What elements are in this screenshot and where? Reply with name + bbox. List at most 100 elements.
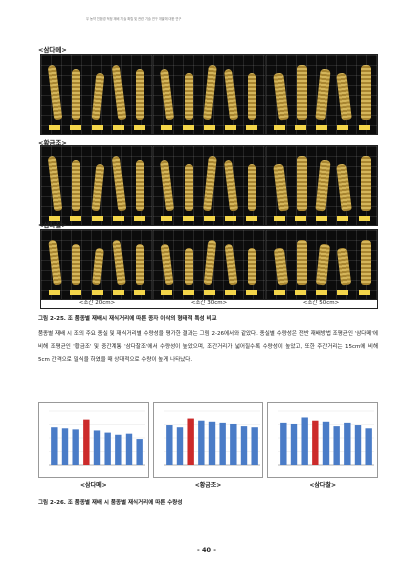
bar-chart bbox=[267, 402, 379, 478]
sample-tag bbox=[316, 125, 328, 130]
millet-ear-image bbox=[360, 240, 371, 285]
bar bbox=[219, 422, 226, 465]
bar bbox=[61, 428, 69, 465]
figure-caption-2: 그림 2-26. 조 품종별 재배 시 품종별 재식거리에 따른 수량성 bbox=[38, 500, 183, 506]
sample-tag bbox=[91, 216, 103, 221]
millet-ear-image bbox=[184, 73, 193, 120]
photo-panel bbox=[265, 230, 377, 299]
sample-tag bbox=[161, 216, 173, 221]
millet-ear-image bbox=[248, 73, 257, 120]
sample-tag bbox=[112, 216, 124, 221]
section-label-1: <삼다메> bbox=[38, 46, 67, 54]
chart-label: <황금조> bbox=[194, 482, 222, 489]
bar bbox=[165, 425, 173, 465]
sample-tag bbox=[225, 125, 237, 130]
sample-tag bbox=[316, 216, 328, 221]
scale-label: <조간 20cm> bbox=[78, 300, 116, 306]
photo-panel bbox=[265, 55, 377, 134]
sample-tag bbox=[70, 216, 82, 221]
section-label-3: <삼다찰> bbox=[38, 221, 67, 229]
millet-ear-image bbox=[296, 65, 307, 120]
sample-tag bbox=[91, 125, 103, 130]
bar bbox=[229, 423, 237, 465]
sample-tag bbox=[203, 290, 215, 295]
bar bbox=[125, 433, 133, 465]
sample-tag bbox=[182, 125, 194, 130]
sample-tag bbox=[49, 125, 60, 130]
sample-tag bbox=[246, 125, 258, 130]
bar bbox=[312, 420, 319, 465]
scale-label: <조간 50cm> bbox=[302, 300, 340, 306]
sample-tag bbox=[337, 125, 349, 130]
sample-tag bbox=[134, 125, 145, 130]
photo-row-2 bbox=[40, 145, 378, 226]
bar bbox=[323, 421, 330, 465]
sample-tag bbox=[294, 216, 306, 221]
figure-caption-1: 그림 2-25. 조 품종별 재배시 재식거리에 따른 종자 이삭의 형태적 특… bbox=[38, 316, 217, 322]
body-paragraph: 품종별 재배 시 조의 주요 종실 및 재식거리별 수량성을 평가한 결과는 그… bbox=[38, 331, 378, 363]
sample-tag bbox=[294, 290, 306, 295]
sample-tag bbox=[294, 125, 306, 130]
sample-tag bbox=[337, 216, 349, 221]
bar bbox=[72, 429, 79, 465]
sample-tag bbox=[203, 125, 215, 130]
bar bbox=[136, 439, 143, 465]
millet-ear-image bbox=[360, 156, 371, 211]
sample-tag bbox=[358, 125, 370, 130]
bar bbox=[251, 427, 258, 465]
scale-label: <조간 30cm> bbox=[190, 300, 228, 306]
bar bbox=[93, 430, 101, 465]
millet-ear-image bbox=[72, 69, 81, 120]
bar bbox=[197, 420, 205, 465]
sample-tag bbox=[337, 290, 349, 295]
photo-panel bbox=[41, 146, 154, 225]
bar bbox=[187, 418, 194, 465]
bar bbox=[280, 422, 287, 465]
millet-ear-image bbox=[72, 244, 81, 285]
sample-tag bbox=[134, 290, 145, 295]
millet-ear-image bbox=[72, 160, 81, 211]
sample-tag bbox=[91, 290, 103, 295]
bar bbox=[365, 428, 373, 465]
millet-ear-image bbox=[136, 69, 144, 120]
bar-chart-row bbox=[38, 402, 379, 478]
photo-panel bbox=[41, 55, 154, 134]
sample-tag bbox=[203, 216, 215, 221]
millet-ear-image bbox=[184, 248, 193, 285]
scale-label-bar: <조간 20cm> <조간 30cm> <조간 50cm> bbox=[40, 298, 378, 309]
millet-ear-image bbox=[248, 164, 257, 211]
photo-panel bbox=[153, 146, 266, 225]
millet-ear-image bbox=[136, 244, 144, 285]
sample-tag bbox=[70, 290, 82, 295]
sample-tag bbox=[134, 216, 145, 221]
sample-tag bbox=[358, 290, 370, 295]
millet-ear-image bbox=[296, 240, 307, 285]
sample-tag bbox=[182, 290, 194, 295]
bar bbox=[104, 432, 111, 465]
sample-tag bbox=[358, 216, 370, 221]
sample-tag bbox=[273, 290, 285, 295]
sample-tag bbox=[161, 125, 173, 130]
chart-label: <삼다찰> bbox=[309, 482, 336, 489]
chart-label: <삼다메> bbox=[80, 482, 107, 489]
sample-tag bbox=[112, 125, 124, 130]
sample-tag bbox=[49, 216, 60, 221]
bar bbox=[291, 423, 298, 465]
millet-ear-image bbox=[360, 65, 371, 120]
millet-ear-image bbox=[296, 156, 307, 211]
bar bbox=[240, 426, 247, 465]
bar bbox=[301, 417, 309, 465]
sample-tag bbox=[112, 290, 124, 295]
sample-tag bbox=[182, 216, 194, 221]
bar-chart bbox=[38, 402, 149, 478]
bar-chart bbox=[152, 402, 264, 478]
chart-label-row: <삼다메> <황금조> <삼다찰> bbox=[38, 480, 378, 489]
sample-tag bbox=[273, 125, 285, 130]
millet-ear-image bbox=[248, 248, 257, 285]
page-header: 무 농약 친환경 적정 재배 기술 확립 및 관련 기술 연구 개발에 대한 연… bbox=[86, 17, 182, 21]
section-label-2: <황금조> bbox=[38, 139, 67, 147]
bar bbox=[208, 421, 215, 465]
photo-row-3 bbox=[40, 229, 378, 300]
photo-panel bbox=[41, 230, 154, 299]
sample-tag bbox=[316, 290, 328, 295]
